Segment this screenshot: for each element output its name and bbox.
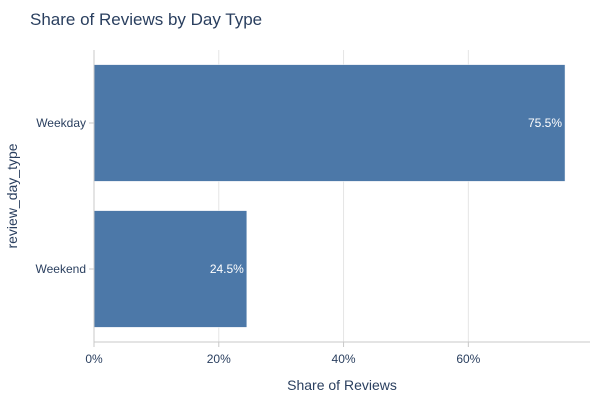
data-labels: 75.5% 24.5% (210, 116, 563, 276)
bar-weekend (93, 210, 248, 328)
bars (93, 64, 566, 328)
y-tick-label: Weekday (36, 116, 86, 130)
x-tick-label: 0% (85, 352, 103, 366)
x-axis-title: Share of Reviews (287, 377, 397, 393)
bar-weekday (93, 64, 566, 182)
x-tick-label: 20% (207, 352, 231, 366)
x-tick-label: 40% (332, 352, 356, 366)
y-tick-label: Weekend (36, 262, 86, 276)
y-axis-title: review_day_type (4, 143, 20, 248)
axes: 0% 20% 40% 60% Weekday Weekend (36, 50, 590, 366)
data-label: 75.5% (528, 116, 562, 130)
chart-title: Share of Reviews by Day Type (30, 10, 262, 29)
data-label: 24.5% (210, 262, 244, 276)
x-tick-label: 60% (456, 352, 480, 366)
